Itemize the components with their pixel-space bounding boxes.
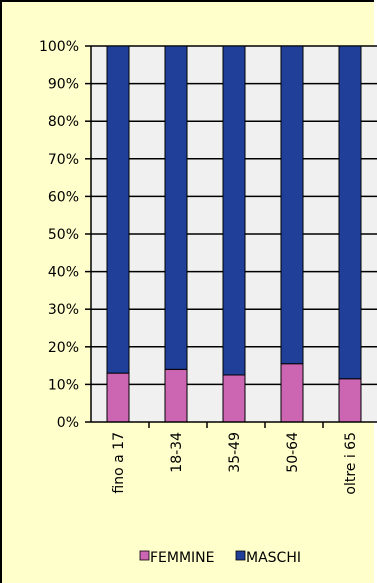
x-tick-label: 18-34 xyxy=(169,432,185,473)
legend-label-maschi: MASCHI xyxy=(246,550,301,566)
x-axis-tick-labels: fino a 17 18-34 35-49 50-64 oltre i 65 xyxy=(111,432,359,495)
y-tick-label: 30% xyxy=(48,302,79,318)
legend-label-femmine: FEMMINE xyxy=(150,550,215,566)
x-tick-label: oltre i 65 xyxy=(343,432,359,495)
y-tick-label: 50% xyxy=(48,227,79,243)
y-tick-label: 40% xyxy=(48,265,79,281)
bar-femmine-3 xyxy=(280,363,304,423)
y-tick-label: 90% xyxy=(48,77,79,93)
y-tick-label: 100% xyxy=(39,39,79,55)
bar-femmine-1 xyxy=(164,368,188,423)
y-tick-label: 70% xyxy=(48,152,79,168)
legend: FEMMINE MASCHI xyxy=(139,550,301,566)
bar-femmine-2 xyxy=(222,374,246,423)
bar-maschi-3 xyxy=(280,45,304,365)
bar-femmine-4 xyxy=(338,378,362,423)
y-tick-label: 20% xyxy=(48,340,79,356)
bar-maschi-4 xyxy=(338,45,362,380)
y-tick-label: 0% xyxy=(57,415,79,431)
x-tick-label: 35-49 xyxy=(227,432,243,473)
bar-maschi-0 xyxy=(106,45,130,374)
y-axis-tick-labels: 0% 10% 20% 30% 40% 50% 60% 70% 80% 90% 100% xyxy=(39,39,79,431)
bars xyxy=(106,45,362,423)
bar-femmine-0 xyxy=(106,372,130,423)
bar-maschi-2 xyxy=(222,45,246,376)
y-tick-label: 10% xyxy=(48,377,79,393)
y-tick-label: 60% xyxy=(48,189,79,205)
legend-swatch-maschi xyxy=(235,550,246,561)
axes xyxy=(85,45,377,428)
x-tick-label: 50-64 xyxy=(285,432,301,473)
x-tick-label: fino a 17 xyxy=(111,432,127,494)
bar-maschi-1 xyxy=(164,45,188,370)
y-tick-label: 80% xyxy=(48,114,79,130)
legend-swatch-femmine xyxy=(139,550,150,561)
